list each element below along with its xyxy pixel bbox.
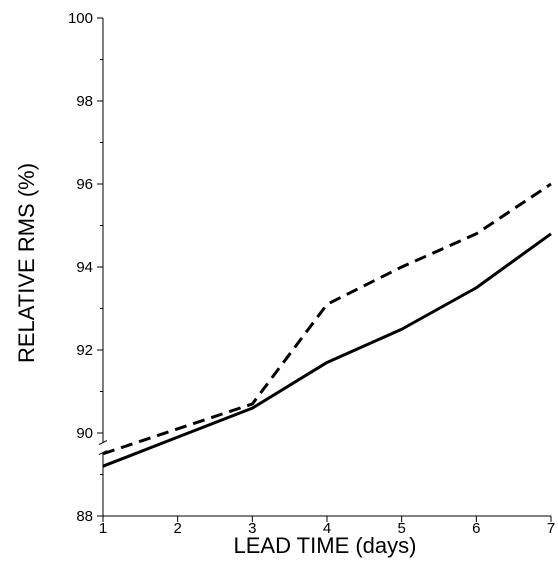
y-tick-label: 96 (76, 176, 93, 193)
axis-break-mark (98, 440, 108, 446)
y-tick-label: 100 (68, 10, 93, 27)
y-tick-label: 94 (76, 259, 93, 276)
y-axis: 88 90 92 94 96 98 100 (68, 10, 108, 525)
x-tick-label: 4 (323, 520, 331, 537)
y-tick-label: 88 (76, 508, 93, 525)
series-line-solid (102, 232, 552, 468)
x-tick-label: 2 (173, 520, 181, 537)
x-tick-label: 1 (99, 520, 107, 537)
y-tick-label: 92 (76, 342, 93, 359)
x-tick-label: 6 (472, 520, 480, 537)
y-tick-label: 98 (76, 93, 93, 110)
series-layer (102, 182, 552, 468)
x-tick-label: 7 (547, 520, 555, 537)
x-tick-label: 5 (397, 520, 405, 537)
series-line-dashed (102, 182, 552, 456)
x-tick-label: 3 (248, 520, 256, 537)
y-axis-title: RELATIVE RMS (%) (14, 163, 39, 363)
y-tick-label: 90 (76, 425, 93, 442)
x-axis: 1 2 3 4 5 6 7 (99, 515, 555, 537)
x-axis-title: LEAD TIME (days) (234, 533, 417, 558)
